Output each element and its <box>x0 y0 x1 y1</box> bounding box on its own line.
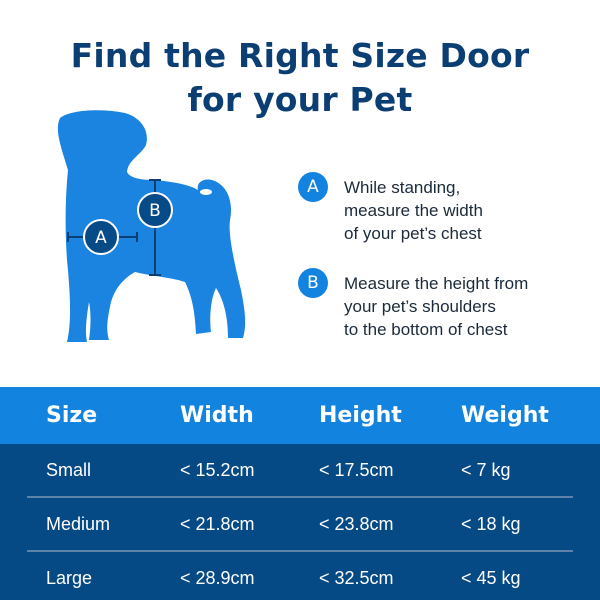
cell-width: < 28.9cm <box>180 567 255 588</box>
cell-size: Large <box>46 567 93 588</box>
title-line-2: for your Pet <box>187 80 413 119</box>
cell-weight: < 7 kg <box>461 459 511 480</box>
cell-weight: < 18 kg <box>461 513 521 534</box>
tail-curl <box>200 189 212 195</box>
badge-b: B <box>298 268 328 298</box>
table-row: Large < 28.9cm < 32.5cm < 45 kg <box>27 550 573 604</box>
cell-size: Small <box>46 459 92 480</box>
cell-height: < 17.5cm <box>319 459 394 480</box>
step-a: A While standing, measure the width of y… <box>298 172 483 245</box>
step-b: B Measure the height from your pet’s sho… <box>298 268 529 341</box>
cell-weight: < 45 kg <box>461 567 521 588</box>
step-b-text: Measure the height from your pet’s shoul… <box>344 274 529 339</box>
marker-a <box>83 219 119 255</box>
cell-width: < 21.8cm <box>180 513 255 534</box>
header-width: Width <box>180 403 254 428</box>
page-title: Find the Right Size Door for your Pet <box>0 34 600 122</box>
step-a-text: While standing, measure the width of you… <box>344 178 483 243</box>
table-row: Small < 15.2cm < 17.5cm < 7 kg <box>0 444 600 496</box>
table-row: Medium < 21.8cm < 23.8cm < 18 kg <box>27 496 573 550</box>
header-weight: Weight <box>461 403 549 428</box>
cell-height: < 32.5cm <box>319 567 394 588</box>
title-line-1: Find the Right Size Door <box>70 36 530 75</box>
badge-a: A <box>298 172 328 202</box>
cell-width: < 15.2cm <box>180 459 255 480</box>
header-size: Size <box>46 403 98 428</box>
dog-measurement-diagram: A B <box>57 110 246 342</box>
cell-size: Medium <box>46 513 111 534</box>
cell-height: < 23.8cm <box>319 513 394 534</box>
marker-a-label: A <box>95 228 107 248</box>
header-height: Height <box>319 403 402 428</box>
marker-b-label: B <box>149 201 161 221</box>
marker-b <box>137 192 173 228</box>
size-table: Size Width Height Weight Small < 15.2cm … <box>0 387 600 600</box>
table-header: Size Width Height Weight <box>0 387 600 444</box>
